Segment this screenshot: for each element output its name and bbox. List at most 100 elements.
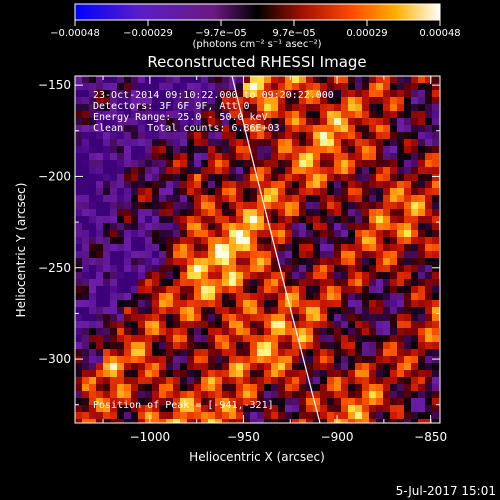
heatmap-cell: [103, 97, 111, 105]
heatmap-cell: [75, 125, 83, 133]
heatmap-cell: [187, 279, 195, 287]
heatmap-cell: [376, 356, 384, 364]
heatmap-cell: [222, 265, 230, 273]
heatmap-cell: [432, 321, 440, 329]
heatmap-cell: [341, 370, 349, 378]
heatmap-cell: [425, 202, 433, 210]
colorbar-gradient: [74, 3, 441, 21]
heatmap-cell: [208, 349, 216, 357]
heatmap-cell: [131, 237, 139, 245]
heatmap-cell: [89, 398, 97, 406]
heatmap-cell: [138, 139, 146, 147]
heatmap-cell: [362, 356, 370, 364]
x-tick-label: −950: [227, 430, 260, 444]
heatmap-cell: [355, 160, 363, 168]
heatmap-cell: [376, 405, 384, 413]
heatmap-cell: [369, 125, 377, 133]
heatmap-cell: [348, 125, 356, 133]
heatmap-cell: [320, 244, 328, 252]
heatmap-cell: [166, 307, 174, 315]
heatmap-cell: [411, 111, 419, 119]
heatmap-cell: [229, 188, 237, 196]
heatmap-cell: [285, 160, 293, 168]
heatmap-cell: [278, 405, 286, 413]
heatmap-cell: [82, 125, 90, 133]
heatmap-cell: [264, 237, 272, 245]
heatmap-cell: [215, 174, 223, 182]
heatmap-cell: [327, 286, 335, 294]
heatmap-cell: [369, 321, 377, 329]
heatmap-cell: [75, 118, 83, 126]
heatmap-cell: [208, 384, 216, 392]
heatmap-cell: [82, 391, 90, 399]
heatmap-cell: [306, 419, 314, 423]
heatmap-cell: [194, 321, 202, 329]
heatmap-cell: [187, 356, 195, 364]
heatmap-cell: [271, 349, 279, 357]
heatmap-cell: [327, 363, 335, 371]
heatmap-cell: [264, 251, 272, 259]
heatmap-cell: [89, 125, 97, 133]
heatmap-cell: [138, 90, 146, 98]
heatmap-cell: [208, 405, 216, 413]
heatmap-cell: [418, 237, 426, 245]
heatmap-cell: [117, 90, 125, 98]
heatmap-cell: [166, 125, 174, 133]
heatmap-cell: [75, 244, 83, 252]
heatmap-cell: [222, 321, 230, 329]
heatmap-cell: [278, 125, 286, 133]
heatmap-cell: [180, 258, 188, 266]
heatmap-cell: [236, 300, 244, 308]
heatmap-cell: [369, 160, 377, 168]
heatmap-cell: [82, 398, 90, 406]
heatmap-cell: [411, 139, 419, 147]
heatmap-cell: [432, 335, 440, 343]
heatmap-cell: [404, 342, 412, 350]
heatmap-cell: [89, 230, 97, 238]
heatmap-cell: [362, 328, 370, 336]
heatmap-cell: [306, 258, 314, 266]
heatmap-cell: [89, 300, 97, 308]
colorbar-tick-label: −9.7e−05: [195, 28, 247, 39]
heatmap-cell: [348, 314, 356, 322]
heatmap-cell: [138, 111, 146, 119]
heatmap-cell: [250, 412, 258, 420]
heatmap-cell: [89, 153, 97, 161]
heatmap-cell: [334, 405, 342, 413]
heatmap-cell: [89, 377, 97, 385]
heatmap-cell: [243, 377, 251, 385]
heatmap-cell: [334, 111, 342, 119]
heatmap-cell: [145, 230, 153, 238]
heatmap-cell: [271, 335, 279, 343]
heatmap-cell: [138, 167, 146, 175]
heatmap-cell: [201, 412, 209, 420]
heatmap-cell: [138, 405, 146, 413]
heatmap-cell: [103, 328, 111, 336]
heatmap-cell: [89, 111, 97, 119]
heatmap-cell: [222, 356, 230, 364]
heatmap-cell: [404, 314, 412, 322]
heatmap-cell: [229, 419, 237, 423]
heatmap-cell: [299, 76, 307, 84]
heatmap-cell: [152, 153, 160, 161]
heatmap-cell: [159, 139, 167, 147]
heatmap-cell: [313, 265, 321, 273]
colorbar-tick-labels: −0.00048 −0.00029 −9.7e−05 9.7e−05 0.00029 0.…: [50, 28, 461, 39]
heatmap-cell: [390, 391, 398, 399]
heatmap-cell: [89, 391, 97, 399]
heatmap-cell: [243, 265, 251, 273]
heatmap-cell: [306, 153, 314, 161]
heatmap-cell: [264, 153, 272, 161]
heatmap-cell: [124, 181, 132, 189]
heatmap-cell: [194, 202, 202, 210]
heatmap-cell: [362, 419, 370, 423]
heatmap-cell: [390, 328, 398, 336]
heatmap-cell: [96, 300, 104, 308]
heatmap-cell: [355, 202, 363, 210]
heatmap-cell: [355, 335, 363, 343]
heatmap-cell: [404, 405, 412, 413]
heatmap-cell: [166, 391, 174, 399]
heatmap-cell: [404, 251, 412, 259]
heatmap-cell: [362, 377, 370, 385]
heatmap-cell: [243, 195, 251, 203]
